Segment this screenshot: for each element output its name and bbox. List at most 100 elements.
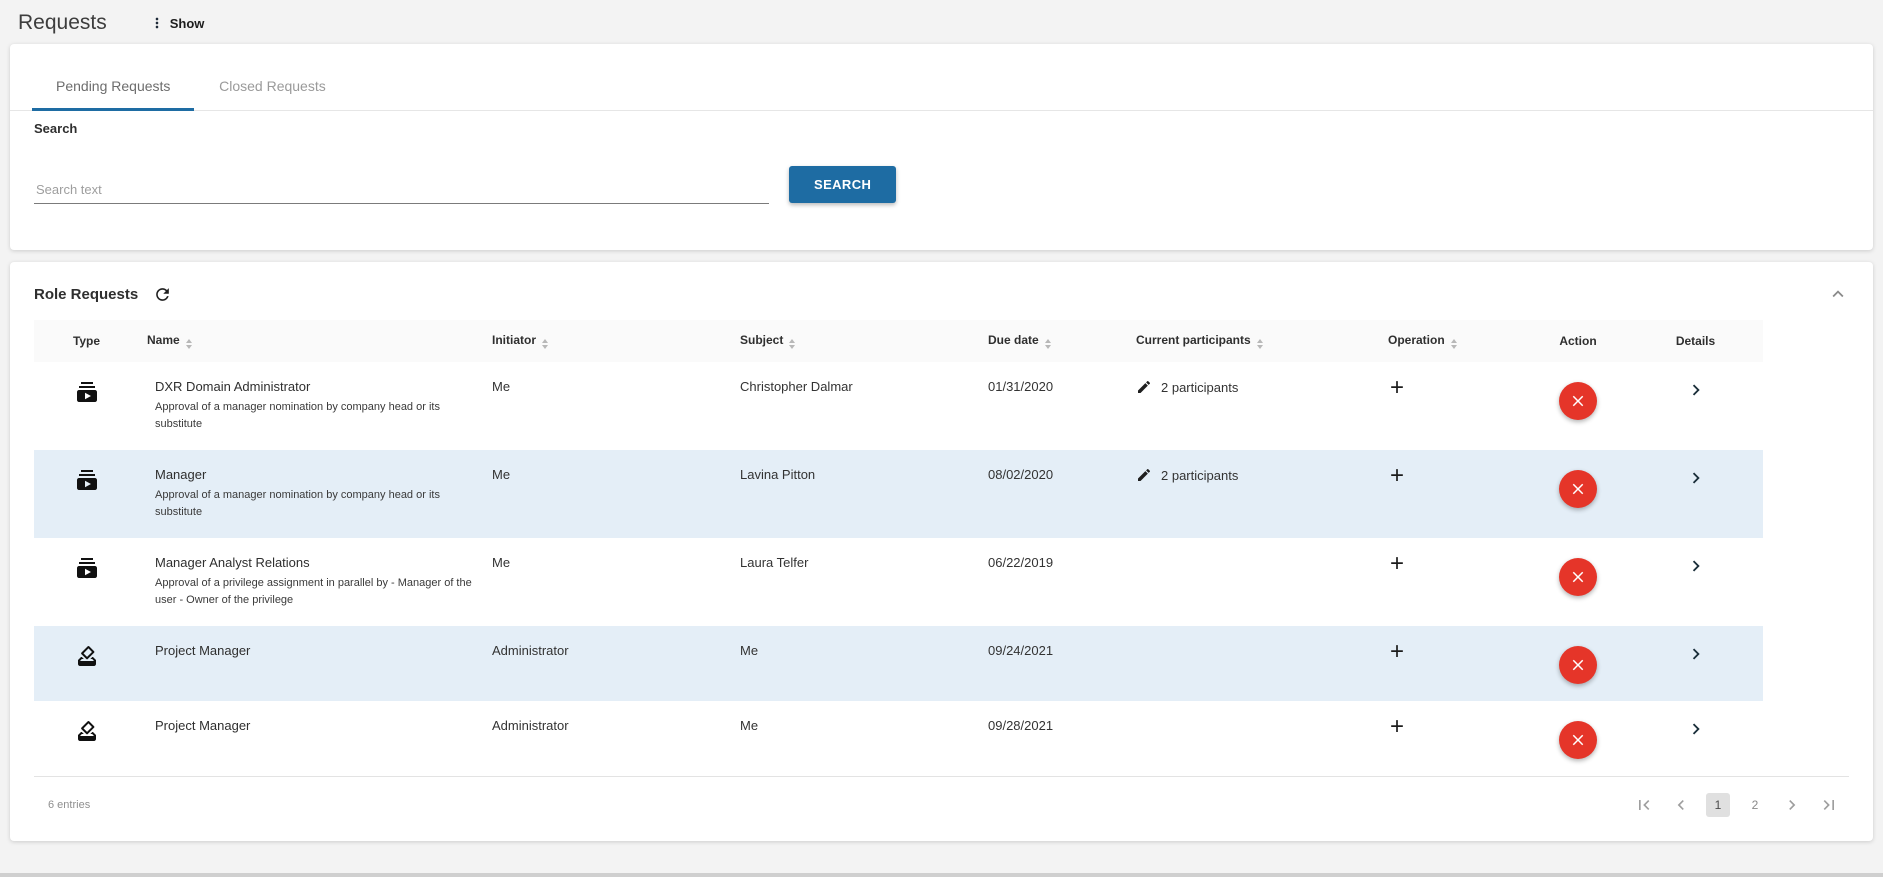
cancel-request-button[interactable] [1559,558,1597,597]
request-subject: Me [740,643,759,659]
request-due-date: 09/28/2021 [988,718,1054,734]
requests-tabbar: Pending Requests Closed Requests [10,44,1873,111]
participants-count: 2 participants [1161,467,1239,483]
column-header-current-participants[interactable]: Current participants [1128,320,1380,362]
close-icon [1569,392,1587,410]
request-initiator: Me [492,467,511,483]
column-header-due-date[interactable]: Due date [980,320,1128,362]
edit-participants-button[interactable] [1136,379,1152,395]
request-row: Project Manager Administrator Me 09/28/2… [34,701,1763,776]
column-header-operation[interactable]: Operation [1380,320,1528,362]
page-title: Requests [18,11,107,34]
first-page-button[interactable] [1632,793,1656,817]
chevron-right-icon [1685,379,1707,401]
sort-icon [789,339,796,349]
table-header-row: Type Name Initiator Subject Due date Cur… [34,320,1763,362]
search-section-label: Search [34,121,78,136]
chevron-right-icon [1685,718,1707,740]
tab-pending-requests[interactable]: Pending Requests [32,63,195,111]
column-header-initiator[interactable]: Initiator [484,320,732,362]
tab-closed-requests[interactable]: Closed Requests [194,63,350,110]
refresh-button[interactable] [151,283,174,306]
role-requests-card: Role Requests Type Name Initiator [10,262,1873,842]
first-page-icon [1634,795,1654,815]
details-button[interactable] [1685,718,1707,740]
request-name: Manager Analyst Relations [155,555,310,571]
cancel-request-button[interactable] [1559,470,1597,509]
request-due-date: 06/22/2019 [988,555,1054,571]
entries-count: 6 entries [48,799,91,812]
column-header-details: Details [1628,320,1763,362]
sort-icon [1450,339,1457,349]
pagination: 1 2 [1632,793,1841,818]
chevron-right-icon [1782,795,1802,815]
request-description: Approval of a privilege assignment in pa… [155,577,472,607]
search-button[interactable]: SEARCH [789,166,897,203]
subscriptions-icon [75,467,99,492]
last-page-button[interactable] [1817,793,1841,817]
pencil-icon [1136,467,1152,483]
window-bottom-edge [0,873,1883,877]
request-subject: Christopher Dalmar [740,379,853,394]
close-icon [1569,568,1587,586]
column-header-name[interactable]: Name [139,320,484,362]
chevron-left-icon [1671,795,1691,815]
subscriptions-icon [75,379,99,404]
how-to-vote-icon [75,718,99,743]
request-initiator: Me [492,555,511,571]
sort-icon [542,339,548,349]
request-row: Manager Analyst Relations Approval of a … [34,538,1763,626]
operation-add-button[interactable]: + [1390,550,1405,578]
cancel-request-button[interactable] [1559,646,1597,685]
operation-add-button[interactable]: + [1390,374,1405,401]
details-button[interactable] [1685,467,1707,489]
edit-participants-button[interactable] [1136,467,1152,483]
request-due-date: 01/31/2020 [988,379,1054,394]
close-icon [1569,656,1587,674]
close-icon [1569,480,1587,498]
cancel-request-button[interactable] [1559,382,1597,420]
how-to-vote-icon [75,643,99,668]
request-subject: Lavina Pitton [740,467,816,483]
close-icon [1569,731,1587,749]
request-initiator: Administrator [492,718,569,734]
operation-add-button[interactable]: + [1390,462,1405,490]
show-menu-button[interactable]: Show [143,11,211,35]
request-row: DXR Domain Administrator Approval of a m… [34,362,1763,450]
page-2-button[interactable]: 2 [1743,793,1767,817]
table-footer: 6 entries 1 2 [34,776,1849,841]
role-requests-title: Role Requests [34,285,139,303]
request-name: DXR Domain Administrator [155,379,311,394]
request-name: Project Manager [155,718,251,734]
search-section: Search SEARCH [10,111,1873,250]
search-input[interactable] [34,176,769,204]
sort-icon [1044,339,1051,349]
request-subject: Laura Telfer [740,555,809,571]
request-row: Project Manager Administrator Me 09/24/2… [34,626,1763,702]
request-description: Approval of a manager nomination by comp… [155,489,440,519]
operation-add-button[interactable]: + [1390,638,1405,666]
column-header-subject[interactable]: Subject [732,320,980,362]
previous-page-button[interactable] [1669,793,1693,817]
chevron-up-icon [1827,283,1849,305]
request-description: Approval of a manager nomination by comp… [155,401,440,431]
request-due-date: 08/02/2020 [988,467,1054,483]
request-initiator: Administrator [492,643,569,659]
request-due-date: 09/24/2021 [988,643,1054,659]
details-button[interactable] [1685,555,1707,577]
next-page-button[interactable] [1780,793,1804,817]
chevron-right-icon [1685,555,1707,577]
chevron-right-icon [1685,467,1707,489]
page-header: Requests Show [0,0,1883,44]
details-button[interactable] [1685,643,1707,665]
page-1-button[interactable]: 1 [1706,793,1730,818]
collapse-panel-button[interactable] [1825,281,1851,307]
sort-icon [1256,339,1263,349]
operation-add-button[interactable]: + [1390,713,1405,741]
cancel-request-button[interactable] [1559,721,1597,760]
details-button[interactable] [1685,379,1707,401]
chevron-right-icon [1685,643,1707,665]
request-name: Project Manager [155,643,251,659]
pencil-icon [1136,379,1152,395]
column-header-type: Type [34,320,139,362]
